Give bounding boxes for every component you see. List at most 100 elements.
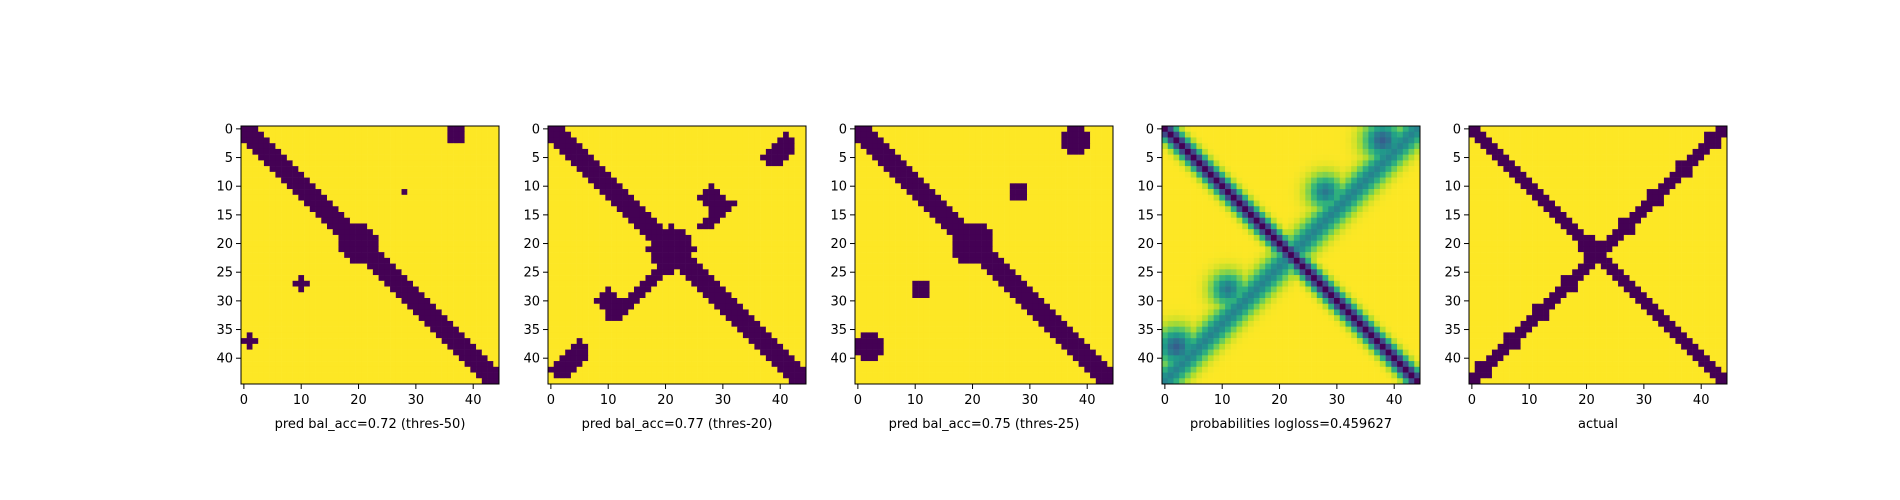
heatmap-cell: [742, 137, 749, 144]
heatmap-cell: [1009, 189, 1016, 196]
heatmap-cell: [487, 343, 494, 350]
heatmap-cell: [708, 338, 715, 345]
heatmap-cell: [441, 349, 448, 356]
heatmap-cell: [435, 183, 442, 190]
heatmap-cell: [367, 131, 374, 138]
heatmap-cell: [645, 131, 652, 138]
heatmap-cell: [361, 229, 368, 236]
heatmap-cell: [269, 332, 276, 339]
heatmap-cell: [1055, 183, 1062, 190]
heatmap-cell: [435, 148, 442, 155]
heatmap-cell: [252, 212, 259, 219]
heatmap-cell: [708, 177, 715, 184]
heatmap-cell: [395, 137, 402, 144]
heatmap-cell: [493, 257, 500, 264]
heatmap-cell: [588, 148, 595, 155]
heatmap-cell: [559, 206, 566, 213]
heatmap-cell: [588, 166, 595, 173]
heatmap-cell: [332, 309, 339, 316]
heatmap-cell: [877, 126, 884, 133]
heatmap-cell: [645, 240, 652, 247]
heatmap-cell: [464, 349, 471, 356]
heatmap-cell: [877, 194, 884, 201]
heatmap-cell: [783, 303, 790, 310]
heatmap-cell: [697, 189, 704, 196]
heatmap-cell: [447, 378, 454, 385]
heatmap-cell: [281, 378, 288, 385]
heatmap-cell: [628, 126, 635, 133]
heatmap-cell: [413, 234, 420, 241]
heatmap-cell: [674, 338, 681, 345]
heatmap-cell: [981, 189, 988, 196]
heatmap-cell: [935, 229, 942, 236]
heatmap-cell: [493, 126, 500, 133]
heatmap-cell: [771, 275, 778, 282]
heatmap-cell: [697, 252, 704, 259]
heatmap-cell: [611, 286, 618, 293]
heatmap-cell: [252, 217, 259, 224]
heatmap-cell: [992, 160, 999, 167]
heatmap-cell: [777, 378, 784, 385]
heatmap-cell: [464, 315, 471, 322]
heatmap-cell: [651, 372, 658, 379]
heatmap-cell: [315, 303, 322, 310]
heatmap-cell: [378, 343, 385, 350]
panel-frame: [547, 125, 807, 385]
heatmap-cell: [378, 355, 385, 362]
heatmap-cell: [599, 229, 606, 236]
heatmap-cell: [430, 246, 437, 253]
heatmap-cell: [464, 234, 471, 241]
heatmap-cell: [783, 154, 790, 161]
heatmap-cell: [662, 200, 669, 207]
heatmap-cell: [263, 171, 270, 178]
heatmap-cell: [390, 234, 397, 241]
heatmap-cell: [281, 143, 288, 150]
heatmap-cell: [344, 217, 351, 224]
heatmap-cell: [697, 275, 704, 282]
heatmap-cell: [355, 252, 362, 259]
heatmap-cell: [378, 315, 385, 322]
heatmap-cell: [599, 355, 606, 362]
heatmap-cell: [651, 315, 658, 322]
heatmap-cell: [765, 355, 772, 362]
heatmap-cell: [401, 137, 408, 144]
heatmap-cell: [748, 240, 755, 247]
heatmap-cell: [783, 166, 790, 173]
heatmap-cell: [986, 217, 993, 224]
heatmap-cell: [384, 137, 391, 144]
heatmap-cell: [872, 212, 879, 219]
heatmap-cell: [481, 154, 488, 161]
heatmap-cell: [622, 177, 629, 184]
heatmap-cell: [559, 177, 566, 184]
heatmap-cell: [565, 171, 572, 178]
heatmap-cell: [918, 223, 925, 230]
heatmap-cell: [372, 234, 379, 241]
heatmap-cell: [986, 189, 993, 196]
heatmap-cell: [737, 338, 744, 345]
heatmap-cell: [390, 189, 397, 196]
heatmap-cell: [349, 303, 356, 310]
heatmap-cell: [327, 126, 334, 133]
heatmap-cell: [1072, 143, 1079, 150]
heatmap-cell: [1084, 189, 1091, 196]
heatmap-cell: [679, 366, 686, 373]
heatmap-cell: [714, 143, 721, 150]
heatmap-cell: [576, 252, 583, 259]
heatmap-cell: [286, 246, 293, 253]
heatmap-cell: [998, 171, 1005, 178]
heatmap-cell: [639, 143, 646, 150]
heatmap-cell: [941, 131, 948, 138]
heatmap-cell: [634, 212, 641, 219]
heatmap-cell: [742, 246, 749, 253]
heatmap-cell: [748, 275, 755, 282]
heatmap-cell: [645, 326, 652, 333]
heatmap-cell: [286, 280, 293, 287]
heatmap-cell: [246, 131, 253, 138]
heatmap-cell: [315, 343, 322, 350]
heatmap-cell: [697, 194, 704, 201]
heatmap-cell: [760, 223, 767, 230]
heatmap-cell: [548, 366, 555, 373]
heatmap-cell: [611, 252, 618, 259]
heatmap-cell: [252, 137, 259, 144]
heatmap-cell: [998, 177, 1005, 184]
